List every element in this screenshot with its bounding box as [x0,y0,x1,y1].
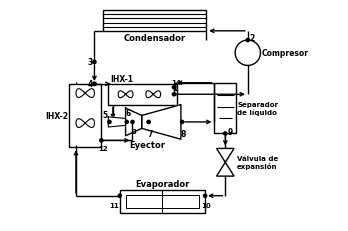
Polygon shape [216,149,234,163]
Bar [69,85,101,148]
Circle shape [204,194,207,198]
Polygon shape [216,163,234,176]
Text: Compresor: Compresor [262,49,309,58]
Bar [126,195,199,209]
Circle shape [131,121,134,124]
Circle shape [172,93,176,96]
Text: 9: 9 [227,127,232,136]
Polygon shape [108,117,126,128]
Circle shape [246,39,250,43]
Text: 2: 2 [249,34,255,43]
Text: Eyector: Eyector [129,141,165,150]
Circle shape [235,41,261,66]
Circle shape [108,121,111,124]
Text: IHX-1: IHX-1 [111,74,134,83]
Text: Separador
de líquido: Separador de líquido [237,102,278,115]
Bar [214,83,236,134]
Text: 14: 14 [171,79,181,85]
Circle shape [147,121,150,124]
Text: Condensador: Condensador [123,34,185,43]
Text: IHX-2: IHX-2 [45,112,68,121]
Circle shape [181,121,184,124]
Text: 7: 7 [147,129,152,138]
Text: 11: 11 [109,202,119,208]
Circle shape [172,86,176,90]
Text: 3: 3 [131,129,136,135]
Bar [103,11,206,32]
Bar [108,85,177,105]
Bar [120,190,205,213]
Polygon shape [142,105,181,140]
Text: 10: 10 [201,202,211,208]
Circle shape [93,83,96,86]
Circle shape [93,83,96,86]
Text: 8: 8 [181,129,186,138]
Text: Válvula de
expansión: Válvula de expansión [237,155,278,170]
Circle shape [100,139,103,142]
Text: 6: 6 [125,109,130,118]
Text: 5: 5 [102,111,108,120]
Text: 1: 1 [173,83,178,92]
Text: Evaporador: Evaporador [135,179,190,188]
Polygon shape [126,109,142,136]
Circle shape [125,121,128,124]
Circle shape [93,61,96,64]
Text: 4: 4 [87,80,93,89]
Circle shape [118,194,121,198]
Text: 12: 12 [98,146,107,152]
Text: 3: 3 [87,58,93,67]
Circle shape [224,132,227,135]
